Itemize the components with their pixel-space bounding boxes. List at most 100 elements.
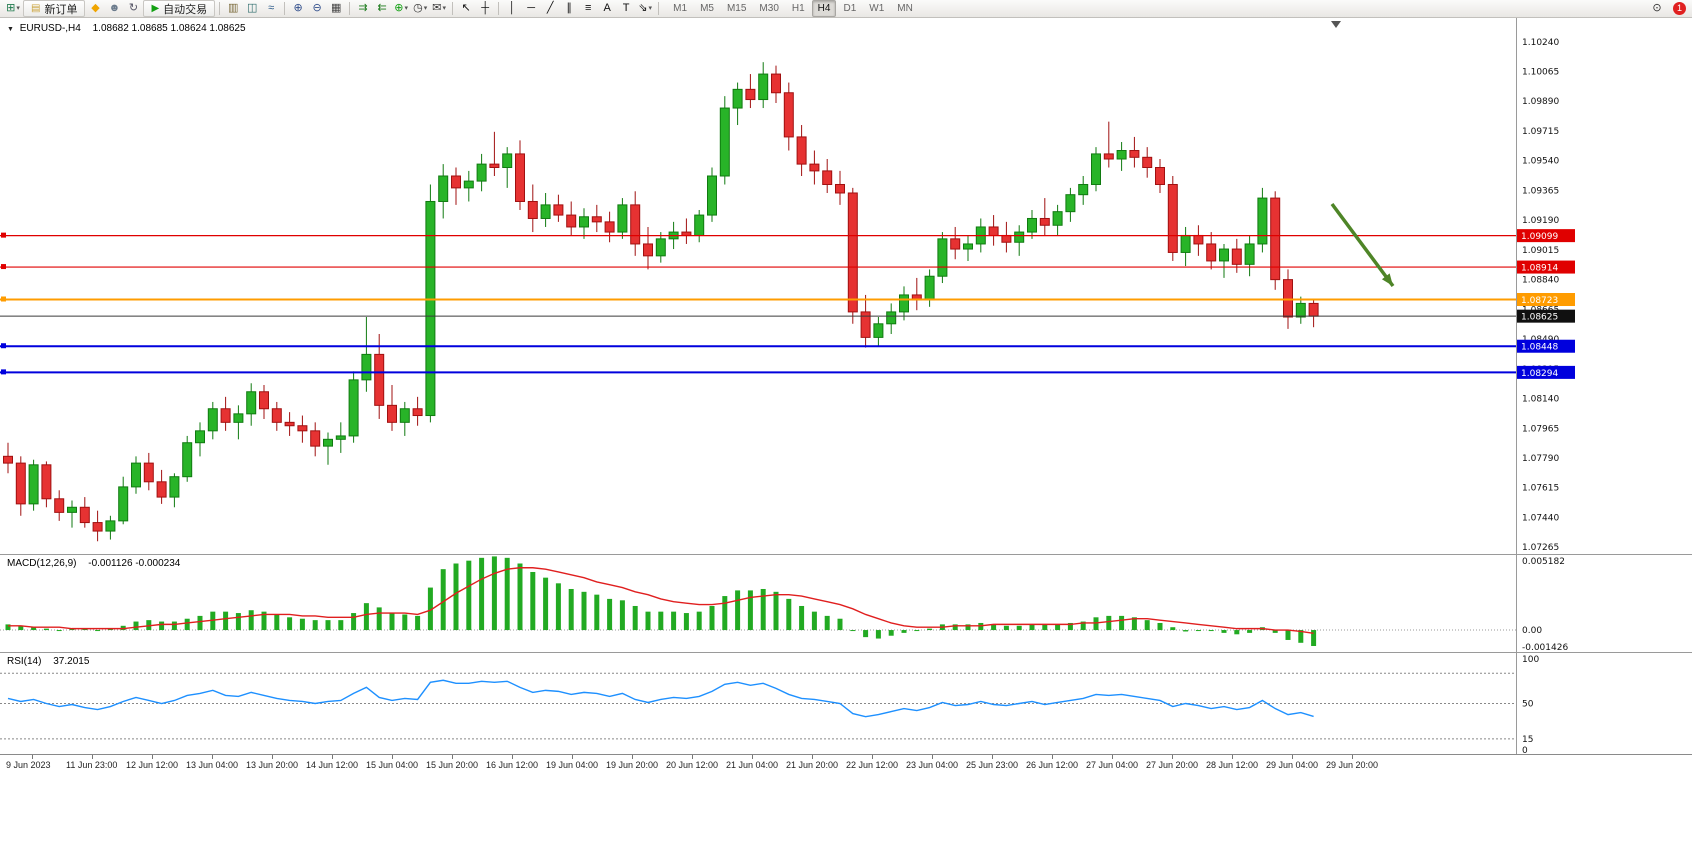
timeframe-M30[interactable]: M30: [759, 3, 779, 14]
price-scale-label: 1.08140: [1522, 395, 1559, 405]
dropdown-caret-icon[interactable]: ▾: [442, 5, 447, 12]
autotrade-button[interactable]: ▶ 自动交易: [143, 0, 216, 17]
alerts-icon[interactable]: ◆: [86, 1, 104, 16]
time-axis-label: 29 Jun 04:00: [1266, 760, 1319, 770]
zoom-in-icon-glyph: ⊕: [293, 2, 303, 14]
templates-icon[interactable]: ✉ ▾: [430, 1, 448, 16]
trend-arrow-head: [1381, 273, 1393, 286]
horizontal-line-icon[interactable]: ─: [522, 1, 540, 16]
chart-shift-marker[interactable]: [1331, 21, 1341, 28]
candle: [105, 515, 116, 540]
candle: [297, 415, 308, 443]
price-chart-pane[interactable]: 1.10240 1.10065 1.09890 1.09715 1.09540 1.093…: [0, 18, 1692, 554]
bar-chart-icon[interactable]: ▥: [224, 1, 242, 16]
vertical-line-icon[interactable]: │: [503, 1, 521, 16]
refresh-icon[interactable]: ↻: [124, 1, 142, 16]
chart-menu-icon[interactable]: ▼: [7, 26, 14, 33]
candle: [911, 277, 922, 311]
candle: [412, 396, 423, 426]
trend-arrow-object[interactable]: [1330, 202, 1395, 288]
chart-shift-icon[interactable]: ⇇: [373, 1, 391, 16]
price-scale-label: 1.07790: [1522, 454, 1559, 464]
line-anchor-marker[interactable]: [1, 296, 6, 302]
ohlc-values: 1.08682 1.08685 1.08624 1.08625: [92, 23, 246, 34]
candle: [886, 303, 897, 334]
candle: [591, 204, 602, 233]
channel-icon-glyph: ∥: [566, 2, 572, 14]
arrows-icon[interactable]: ⇘ ▾: [636, 1, 654, 16]
candle: [323, 432, 333, 465]
macd-scale-label: 0.005182: [1522, 557, 1565, 567]
candle: [899, 286, 909, 321]
timeframe-D1[interactable]: D1: [843, 3, 857, 14]
macd-pane[interactable]: 0.005182 0.00 -0.001426: [0, 555, 1692, 652]
candle: [1244, 235, 1255, 277]
periods-icon[interactable]: ◷ ▾: [411, 1, 429, 16]
timeframe-MN[interactable]: MN: [897, 3, 913, 14]
timeframe-M1[interactable]: M1: [673, 3, 688, 14]
crosshair-icon[interactable]: ┼: [476, 1, 494, 16]
candle: [54, 490, 65, 521]
candle: [67, 500, 77, 528]
zoom-out-icon[interactable]: ⊖: [308, 1, 326, 16]
auto-scroll-icon[interactable]: ⇉: [354, 1, 372, 16]
search-icon-glyph: ⊙: [1652, 2, 1662, 14]
new-chart-icon-glyph: ⊞: [6, 2, 16, 14]
trendline-icon[interactable]: ╱: [541, 1, 559, 16]
new-chart-icon[interactable]: ⊞ ▾: [4, 1, 22, 16]
timeframe-H1[interactable]: H1: [791, 3, 805, 14]
search-icon[interactable]: ⊙: [1648, 1, 1666, 16]
candle: [950, 226, 961, 260]
candlestick-chart-icon[interactable]: ◫: [243, 1, 261, 16]
zoom-in-icon[interactable]: ⊕: [289, 1, 307, 16]
candle: [41, 461, 52, 508]
price-scale-label: 1.08840: [1522, 276, 1559, 286]
svg-text:1.08294: 1.08294: [1521, 369, 1558, 379]
time-axis-tick: [632, 755, 633, 759]
dropdown-caret-icon[interactable]: ▾: [16, 5, 20, 12]
timeframe-M5[interactable]: M5: [700, 3, 714, 14]
timeframe-M15[interactable]: M15: [726, 3, 747, 14]
channel-icon[interactable]: ∥: [560, 1, 578, 16]
candle: [143, 452, 154, 491]
price-scale-label: 1.07615: [1522, 484, 1559, 494]
price-scale-label: 1.09015: [1522, 246, 1559, 256]
new-order-button[interactable]: ▤ 新订单: [23, 0, 86, 17]
timeframe-H4[interactable]: H4: [811, 0, 837, 17]
candle: [515, 140, 525, 210]
rsi-scale-label: 50: [1522, 700, 1534, 710]
line-anchor-marker[interactable]: [1, 232, 6, 238]
candle: [553, 194, 564, 222]
new-order-icon: ▤: [31, 3, 41, 14]
text-label-icon[interactable]: T: [617, 1, 635, 16]
cursor-icon[interactable]: ↖: [457, 1, 475, 16]
chart-shift-icon-glyph: ⇇: [377, 2, 387, 14]
dropdown-caret-icon[interactable]: ▾: [404, 5, 409, 12]
notification-badge[interactable]: 1: [1673, 2, 1686, 15]
timeframe-W1[interactable]: W1: [869, 3, 885, 14]
candle: [15, 456, 26, 516]
crosshair-icon-glyph: ┼: [481, 2, 490, 14]
tile-windows-icon[interactable]: ▦: [327, 1, 345, 16]
rsi-pane[interactable]: 100 50 150: [0, 653, 1692, 754]
bar-chart-icon-glyph: ▥: [227, 2, 239, 14]
time-axis-label: 20 Jun 12:00: [666, 760, 719, 770]
indicators-icon[interactable]: ⊕ ▾: [392, 1, 410, 16]
line-anchor-marker[interactable]: [1, 369, 6, 375]
line-chart-icon[interactable]: ≈: [262, 1, 280, 16]
dropdown-caret-icon[interactable]: ▾: [648, 5, 653, 12]
time-axis[interactable]: 9 Jun 2023 11 Jun 23:00 12 Jun 12:00 13 Jun…: [0, 754, 1692, 778]
candle: [399, 401, 410, 436]
line-anchor-marker[interactable]: [1, 264, 6, 270]
candle: [387, 384, 397, 431]
line-anchor-marker[interactable]: [1, 343, 6, 349]
time-axis-label: 23 Jun 04:00: [906, 760, 959, 770]
dropdown-caret-icon[interactable]: ▾: [423, 5, 428, 12]
line-chart-icon-glyph: ≈: [268, 2, 275, 14]
candle: [924, 269, 935, 307]
text-icon[interactable]: A: [598, 1, 616, 16]
market-watch-icon[interactable]: ☻: [105, 1, 123, 16]
fibonacci-icon[interactable]: ≡: [579, 1, 597, 16]
candle: [1142, 147, 1153, 178]
time-axis-tick: [452, 755, 453, 759]
